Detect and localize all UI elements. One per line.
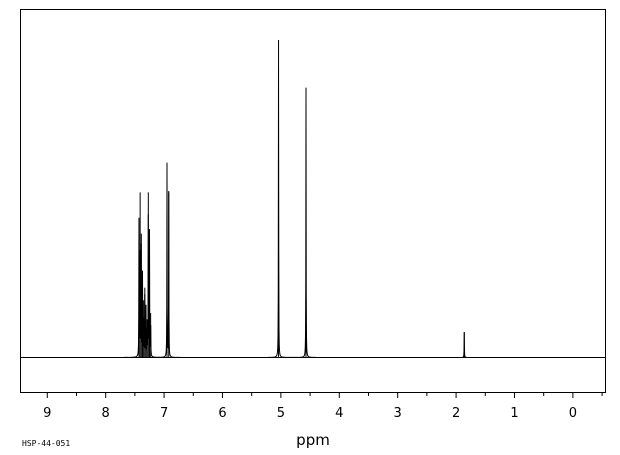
x-tick-label: 6 <box>218 406 226 421</box>
x-tick-label: 3 <box>394 406 402 421</box>
spectrum-series <box>21 40 605 358</box>
x-tick-label: 7 <box>160 406 168 421</box>
x-tick-label: 1 <box>510 406 518 421</box>
x-tick-label: 8 <box>102 406 110 421</box>
x-tick-label: 0 <box>569 406 577 421</box>
sample-id-label: HSP-44-051 <box>22 439 70 448</box>
x-tick-label: 4 <box>335 406 343 421</box>
x-tick-label: 2 <box>452 406 460 421</box>
spectrum-trace <box>21 66 605 358</box>
x-axis-label: ppm <box>296 431 330 449</box>
x-tick-label: 5 <box>277 406 285 421</box>
x-axis-ticks: 9 8 7 6 5 4 3 2 1 0 <box>43 392 603 421</box>
plot-frame <box>20 9 606 393</box>
x-tick-label: 9 <box>43 406 51 421</box>
